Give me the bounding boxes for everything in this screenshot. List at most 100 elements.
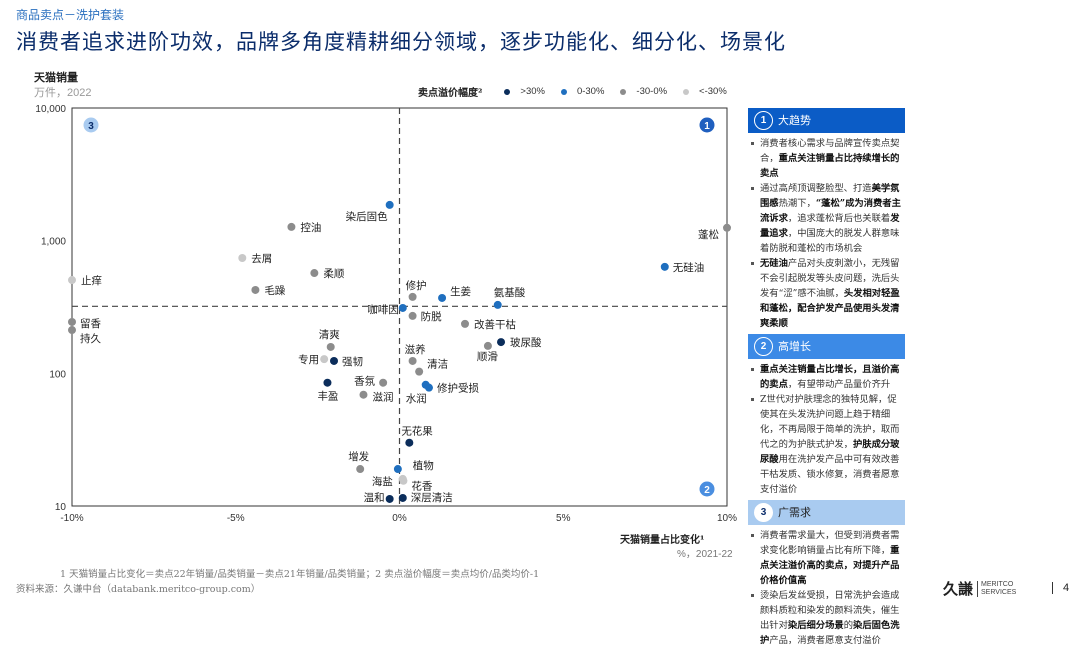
data-point xyxy=(330,356,338,365)
scatter-chart: -10% -5% 0% 5% 10% 10 100 1,000 10,000 1 2 3 染后固色控油去… xyxy=(35,104,737,524)
y-axis-title: 天猫销量 xyxy=(34,71,78,84)
data-point xyxy=(326,342,335,351)
bullet-list: 消费者需求量大，但受到消费者需求变化影响销量占比有所下降，重点关注溢价高的卖点，… xyxy=(748,528,905,648)
x-axis-subtitle: %，2021-22 xyxy=(677,549,733,560)
point-label: 留香 xyxy=(80,317,101,330)
x-tick-label: -5% xyxy=(227,513,245,524)
section-title: 大趋势 xyxy=(778,114,811,127)
bullet-emphasis: 重点关注销量占比增长，且溢价高的卖点 xyxy=(760,364,900,390)
bullet-text: 的 xyxy=(843,620,854,631)
y-tick-label: 1,000 xyxy=(41,237,66,248)
quadrant-badge-icon xyxy=(698,116,716,134)
data-point xyxy=(415,367,424,376)
bullet-text: 消费者需求量大，但受到消费者需求变化影响销量占比有所下降， xyxy=(760,530,900,556)
point-label: 持久 xyxy=(80,332,101,345)
point-label: 顺滑 xyxy=(477,351,498,363)
y-axis-subtitle: 万件，2022 xyxy=(34,87,92,99)
logo-en-line: SERVICES xyxy=(981,588,1017,596)
bullet-emphasis: 染后细分场景 xyxy=(787,620,844,631)
data-point xyxy=(323,378,332,387)
breadcrumb: 商品卖点－洗护套装 xyxy=(16,8,125,22)
legend: 卖点溢价幅度² >30% 0-30% -30-0% <-30% xyxy=(418,84,727,99)
source-note: 资料来源：久谦中台（databank.meritco-group.com） xyxy=(16,584,261,595)
point-label: 无花果 xyxy=(401,425,433,438)
data-point xyxy=(483,341,492,350)
logo-en: MERITCO SERVICES xyxy=(977,580,1017,597)
point-label: 海盐 xyxy=(372,475,393,488)
data-point xyxy=(408,292,417,301)
point-label: 增发 xyxy=(348,450,369,463)
bullet-emphasis: 护肤成分玻尿酸 xyxy=(760,439,900,465)
section-header: 1 大趋势 xyxy=(748,108,905,133)
section-title: 广需求 xyxy=(778,506,811,519)
section-title: 高增长 xyxy=(778,340,811,353)
data-point xyxy=(393,465,402,474)
bullet-emphasis: 重点关注销量占比持续增长的卖点 xyxy=(760,153,900,179)
bullet-text: 热潮下， xyxy=(778,198,816,209)
quadrant-number: 2 xyxy=(704,485,710,496)
data-point xyxy=(310,269,319,278)
data-point xyxy=(405,438,414,447)
bullet-item: 烫染后发丝受损，日常洗护会造成颜料质粒和染发的颜料流失，催生出针对染后细分场景的… xyxy=(751,588,905,648)
point-label: 生姜 xyxy=(450,285,471,298)
legend-item: 0-30% xyxy=(576,86,605,97)
bullet-item: 无硅油产品对头皮刺激小，无残留不会引起脱发等头皮问题，洗后头发有“涩”感不油腻，… xyxy=(751,256,905,331)
bullet-text: 产品对头皮刺激小，无残留不会引起脱发等头皮问题，洗后头发有“涩”感不油腻， xyxy=(760,258,900,299)
y-tick-label: 10 xyxy=(55,502,67,513)
bullet-text: ，中国庞大的脱发人群意味着防脱和蓬松的市场机会 xyxy=(760,228,900,254)
point-label: 水润 xyxy=(406,392,427,405)
section-number-icon: 1 xyxy=(754,111,773,130)
point-label: 清洁 xyxy=(427,358,448,371)
bullet-emphasis: 重点关注溢价高的卖点，对提升产品价格价值高 xyxy=(760,545,900,586)
bullet-emphasis: 头发相对轻盈和蓬松，配合护发产品使用头发清爽柔顺 xyxy=(760,288,900,329)
x-tick-label: -10% xyxy=(60,513,83,524)
point-label: 深层清洁 xyxy=(411,491,453,504)
x-tick-label: 10% xyxy=(717,513,737,524)
page-number: 4 xyxy=(1052,582,1069,594)
data-point xyxy=(287,222,296,231)
data-point xyxy=(497,338,506,347)
page-title: 消费者追求进阶功效，品牌多角度精耕细分领域，逐步功能化、细分化、场景化 xyxy=(16,30,786,54)
insight-panel: 1 大趋势 消费者核心需求与品牌宣传卖点契合，重点关注销量占比持续增长的卖点 通过高颅… xyxy=(748,108,905,651)
point-label: 滋养 xyxy=(405,343,426,356)
bullet-text: Z世代对护肤理念的独特见解，促使其在头发洗护问题上趋于精细化，不再局限于简单的洗… xyxy=(760,394,900,450)
legend-title: 卖点溢价幅度² xyxy=(418,88,483,99)
point-label: 无硅油 xyxy=(673,261,705,274)
logo-cn: 久謙 xyxy=(943,580,974,598)
legend-dot-icon xyxy=(560,88,567,95)
data-point xyxy=(379,378,388,387)
section-header: 3 广需求 xyxy=(748,500,905,525)
y-tick-label: 100 xyxy=(49,369,66,380)
bullet-text: 消费者核心需求与品牌宣传卖点契合， xyxy=(760,138,900,164)
data-point xyxy=(660,262,669,271)
data-point xyxy=(398,493,407,502)
data-point xyxy=(408,311,417,320)
point-label: 修护 xyxy=(406,279,427,292)
point-label: 专用 xyxy=(298,353,319,366)
legend-dot-icon xyxy=(504,88,511,95)
point-label: 控油 xyxy=(300,221,321,234)
point-label: 氨基酸 xyxy=(494,286,526,299)
data-point xyxy=(68,317,76,326)
point-label: 花香 xyxy=(411,480,432,493)
logo-en-line: MERITCO xyxy=(981,580,1014,588)
meritco-logo: 久謙 MERITCO SERVICES xyxy=(943,578,1016,599)
point-label: 香氛 xyxy=(354,375,375,388)
data-point xyxy=(238,254,247,263)
legend-item: -30-0% xyxy=(636,86,668,97)
bullet-text: 通过高颅顶调整脸型、打造 xyxy=(760,183,872,194)
bullet-item: 消费者核心需求与品牌宣传卖点契合，重点关注销量占比持续增长的卖点 xyxy=(751,136,905,181)
bullet-item: 通过高颅顶调整脸型、打造美学氛围感热潮下，“蓬松”成为消费者主流诉求，追求蓬松背… xyxy=(751,181,905,256)
data-point xyxy=(68,276,76,285)
legend-dot-icon xyxy=(683,88,690,95)
bullet-text: 产品，消费者愿意支付溢价 xyxy=(769,635,881,646)
point-label: 毛躁 xyxy=(264,285,285,297)
point-label: 修护受损 xyxy=(437,382,479,395)
bullet-emphasis: 无硅油 xyxy=(760,258,788,269)
quadrant-number: 3 xyxy=(88,121,94,132)
section-number-icon: 2 xyxy=(754,337,773,356)
point-label: 玻尿酸 xyxy=(510,336,542,349)
bullet-item: 重点关注销量占比增长，且溢价高的卖点，有望带动产品量价齐升 xyxy=(751,362,905,392)
x-tick-label: 0% xyxy=(392,513,407,524)
data-point xyxy=(359,390,368,399)
